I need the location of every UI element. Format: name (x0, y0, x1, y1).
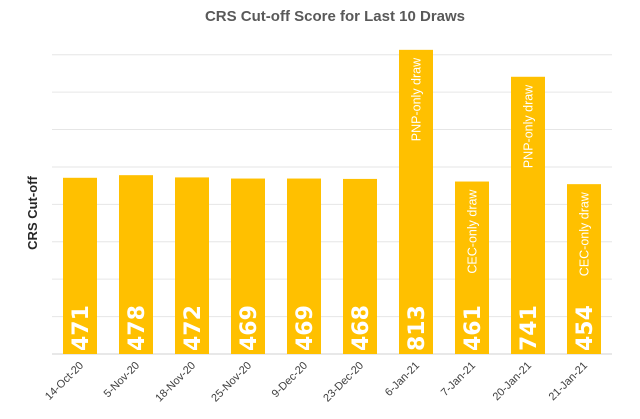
bar (343, 178, 377, 354)
x-tick-label: 9-Dec-20 (270, 360, 310, 400)
tick-labels: 14-Oct-20 5-Nov-20 18-Nov-20 25-Nov-20 9-Dec… (43, 360, 590, 405)
data-label: 454 (573, 305, 598, 351)
data-label: 468 (349, 305, 374, 351)
bar (119, 175, 153, 354)
bar (175, 177, 209, 354)
x-tick-label: 5-Nov-20 (102, 360, 142, 400)
bar-annotation: PNP-only draw (522, 84, 536, 168)
data-label: 469 (237, 305, 262, 351)
chart-title: CRS Cut-off Score for Last 10 Draws (205, 8, 465, 25)
bar-annotation: CEC-only draw (466, 189, 480, 274)
data-label: 472 (181, 305, 206, 351)
x-tick-label: 23-Dec-20 (321, 360, 366, 405)
data-label: 813 (405, 305, 430, 351)
bar (231, 178, 265, 354)
x-tick-label: 20-Jan-21 (491, 360, 535, 404)
x-tick-label: 18-Nov-20 (153, 360, 198, 405)
data-label: 471 (69, 305, 94, 351)
data-label: 478 (125, 305, 150, 351)
x-tick-label: 7-Jan-21 (439, 360, 478, 399)
x-tick-label: 25-Nov-20 (209, 360, 254, 405)
x-tick-label: 6-Jan-21 (383, 360, 422, 399)
y-axis-label: CRS Cut-off (25, 176, 40, 250)
bar (287, 178, 321, 354)
data-label: 469 (293, 305, 318, 351)
x-tick-label: 14-Oct-20 (43, 360, 86, 403)
data-label: 461 (461, 305, 486, 351)
bar (567, 184, 601, 354)
bar (511, 76, 545, 355)
bar (399, 49, 433, 355)
bar (455, 181, 489, 354)
data-label: 741 (517, 305, 542, 351)
bar (63, 177, 97, 354)
bar-annotation: PNP-only draw (410, 57, 424, 141)
bars: 471 478 472 469 469 468 813 PNP-only draw 461 CEC… (63, 49, 601, 355)
x-tick-label: 21-Jan-21 (547, 360, 591, 404)
bar-annotation: CEC-only draw (578, 191, 592, 276)
